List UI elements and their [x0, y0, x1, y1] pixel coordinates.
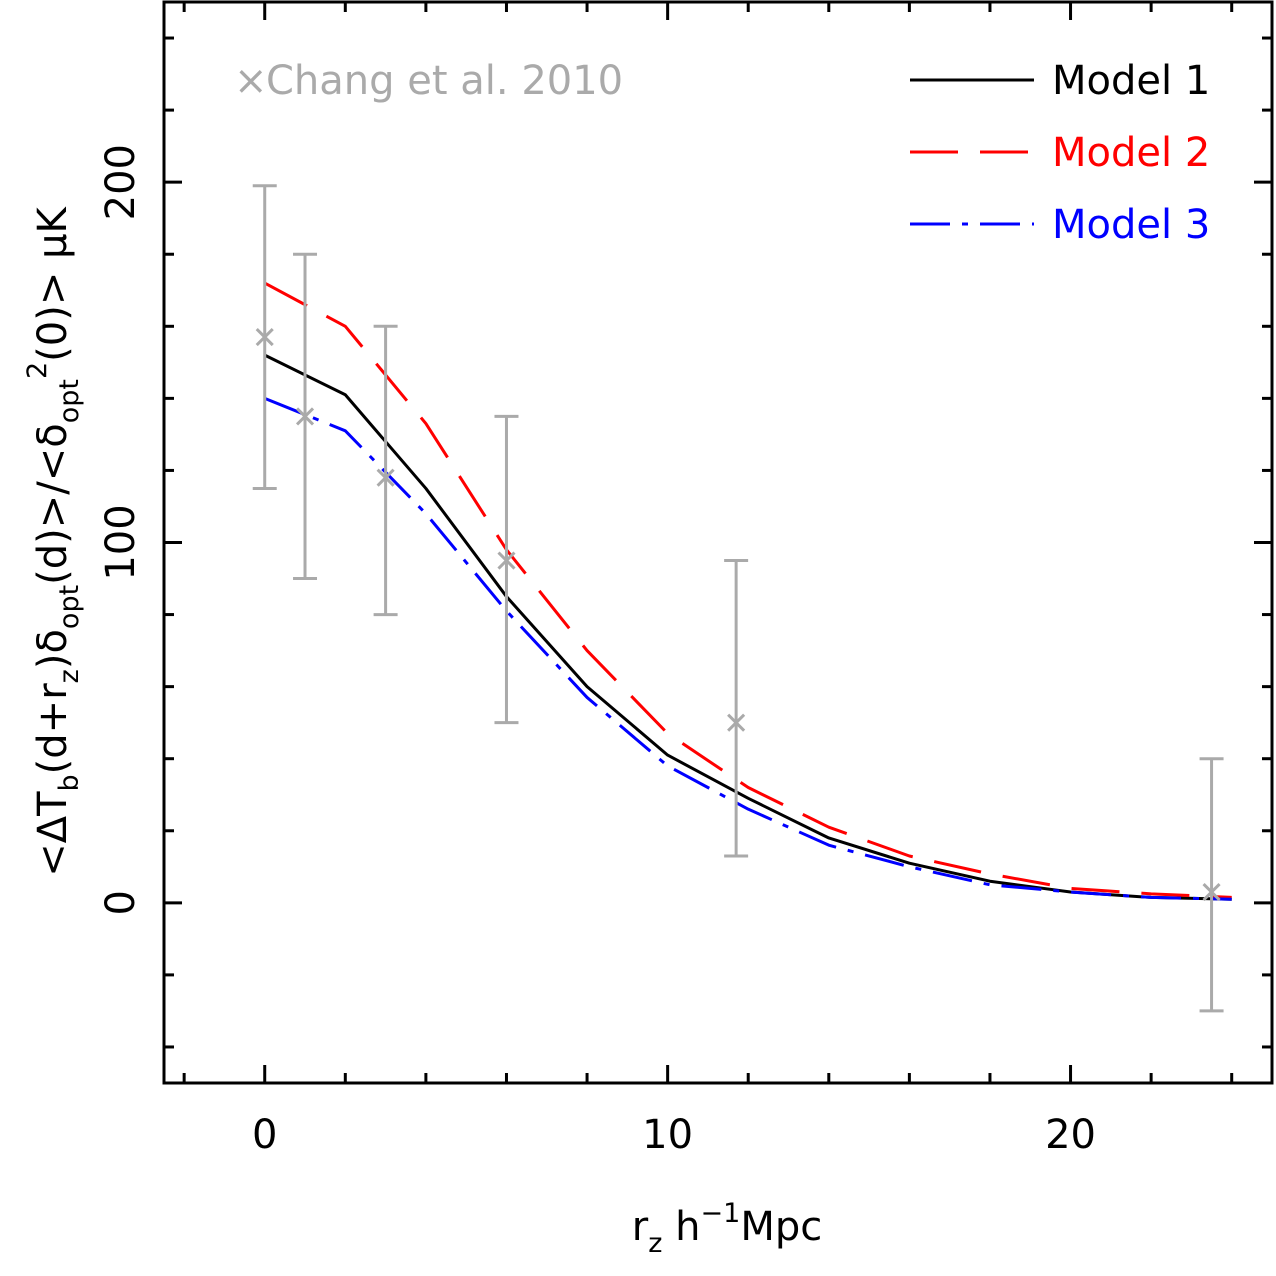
data-point-cross — [255, 328, 274, 347]
x-tick-label: 0 — [252, 1112, 277, 1158]
x-axis-label: rz h−1Mpc — [632, 1198, 822, 1259]
data-point-cross — [497, 551, 516, 570]
y-tick-label: 200 — [98, 144, 144, 220]
x-tick-label: 20 — [1045, 1112, 1096, 1158]
data-point-cross — [1202, 882, 1221, 902]
series-layer — [264, 281, 1232, 901]
y-tick-label: 100 — [98, 504, 144, 580]
data-point-cross — [295, 407, 315, 426]
series-line-model-1 — [264, 353, 1232, 901]
series-line-model-2 — [264, 281, 1232, 899]
data-point-cross — [727, 713, 746, 732]
legend-marker-reference: × — [234, 58, 268, 104]
legend-label-reference: Chang et al. 2010 — [266, 58, 623, 104]
reference-layer — [252, 184, 1224, 1013]
plot-frame — [162, 0, 1274, 1085]
legend-label-model-2: Model 2 — [1052, 130, 1210, 176]
y-axis-label: <ΔTb(d+rz)δopt(d)>/<δopt2(0)> μK — [22, 205, 85, 876]
legend-label-model-1: Model 1 — [1052, 58, 1210, 104]
x-tick-label: 10 — [642, 1112, 693, 1158]
legend-label-model-3: Model 3 — [1052, 202, 1210, 248]
y-tick-label: 0 — [98, 890, 144, 915]
data-point-cross — [376, 468, 395, 487]
legend: ×Chang et al. 2010 Model 1 Model 2 Model 3 — [234, 58, 1210, 248]
series-line-model-3 — [264, 396, 1232, 901]
